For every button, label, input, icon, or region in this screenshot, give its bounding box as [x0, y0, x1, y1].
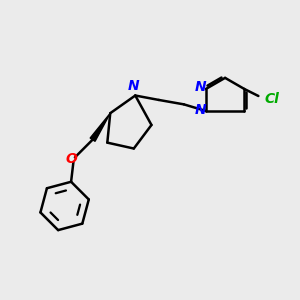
- Text: N: N: [195, 103, 206, 116]
- Text: N: N: [128, 79, 140, 93]
- Polygon shape: [90, 113, 110, 141]
- Text: N: N: [195, 80, 206, 94]
- Text: O: O: [65, 152, 77, 166]
- Text: Cl: Cl: [264, 92, 279, 106]
